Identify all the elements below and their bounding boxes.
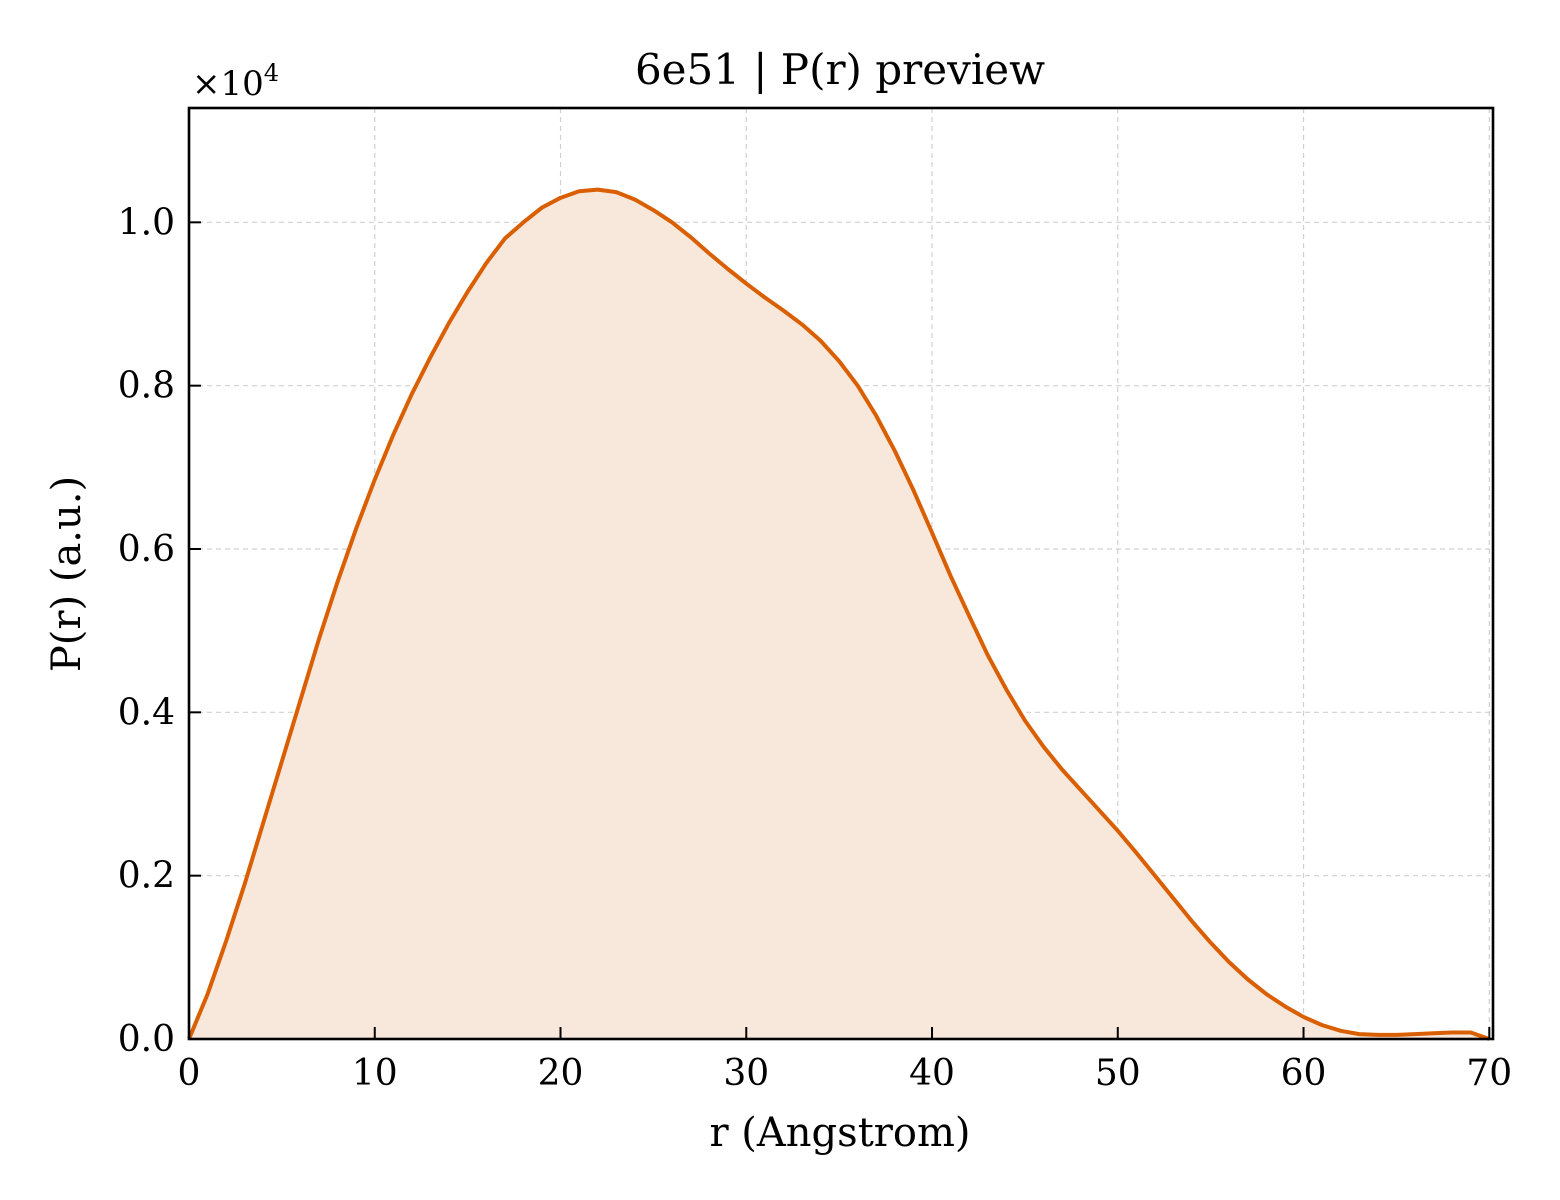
x-tick-label: 30 (723, 1053, 769, 1094)
x-axis: 0 10 20 30 40 50 60 70 (178, 1027, 1512, 1094)
y-multiplier: ×104 (192, 59, 279, 104)
chart-title: 6e51 | P(r) preview (635, 45, 1045, 94)
x-tick-label: 20 (538, 1053, 584, 1094)
x-tick-label: 70 (1466, 1053, 1512, 1094)
y-multiplier-base: ×10 (192, 64, 264, 104)
y-axis: 0.0 0.2 0.4 0.6 0.8 1.0 (118, 202, 201, 1060)
y-tick-label: 0.6 (118, 529, 175, 570)
y-tick-label: 0.4 (118, 692, 175, 733)
x-tick-label: 0 (178, 1053, 201, 1094)
y-tick-label: 1.0 (118, 202, 175, 243)
y-tick-label: 0.8 (118, 366, 175, 407)
x-axis-label: r (Angstrom) (709, 1110, 970, 1156)
area-fill (189, 189, 1490, 1040)
series-line (187, 187, 1490, 1041)
y-tick-label: 0.0 (118, 1019, 175, 1060)
y-axis-label: P(r) (a.u.) (44, 476, 90, 672)
x-tick-label: 40 (909, 1053, 955, 1094)
x-tick-label: 50 (1095, 1053, 1141, 1094)
y-multiplier-exponent: 4 (264, 59, 279, 87)
plot-frame (187, 106, 1495, 1041)
x-tick-label: 60 (1281, 1053, 1327, 1094)
y-tick-label: 0.2 (118, 856, 175, 897)
x-tick-label: 10 (352, 1053, 398, 1094)
